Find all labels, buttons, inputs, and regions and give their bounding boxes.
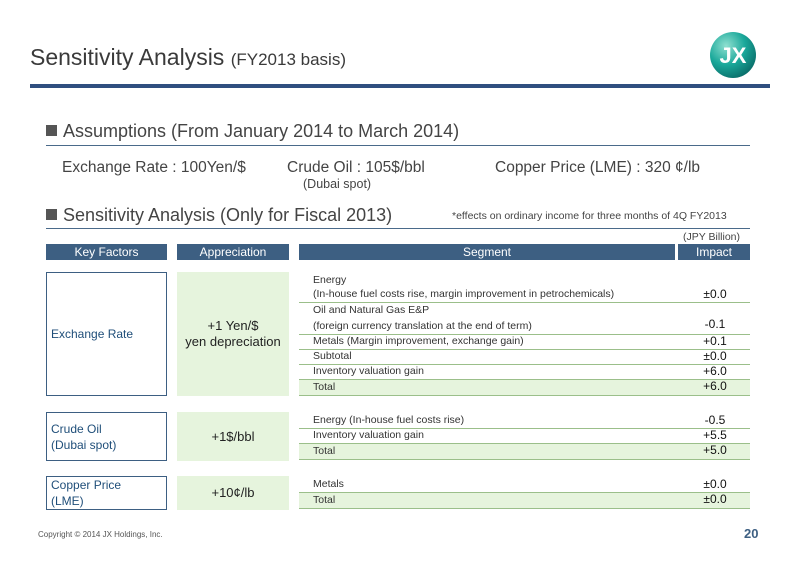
table-row: (In-house fuel costs rise, margin improv… [299,287,750,303]
table-row: Metals ±0.0 [299,477,750,493]
table-row: (foreign currency translation at the end… [299,317,750,335]
page-title-sub: (FY2013 basis) [230,50,346,69]
square-bullet-icon [46,125,57,136]
crude-oil-assumption: Crude Oil : 105$/bbl [287,159,425,176]
copper-price-assumption: Copper Price (LME) : 320 ¢/lb [495,159,701,176]
key-factor-crude-oil: Crude Oil (Dubai spot) [46,412,167,461]
table-row: Energy (In-house fuel costs rise) -0.5 [299,413,750,429]
table-row: Inventory valuation gain +6.0 [299,364,750,380]
sensitivity-note: *effects on ordinary income for three mo… [452,210,727,222]
key-factor-copper-price: Copper Price (LME) [46,476,167,510]
title-divider [30,84,770,88]
logo-text: JX [720,43,747,68]
sensitivity-heading: Sensitivity Analysis (Only for Fiscal 20… [46,205,392,226]
header-segment: Segment [299,244,675,260]
segment-group-crude-oil: Energy (In-house fuel costs rise) -0.5 In… [299,412,750,461]
key-factor-exchange-rate: Exchange Rate [46,272,167,396]
page-title-main: Sensitivity Analysis [30,44,225,70]
appreciation-copper-price: +10¢/lb [177,476,289,510]
page-number: 20 [744,526,759,541]
header-impact: Impact [678,244,750,260]
page-title: Sensitivity Analysis (FY2013 basis) [30,44,346,71]
table-row-total: Total +6.0 [299,379,750,396]
jx-logo-icon: JX [708,30,758,80]
assumptions-heading: Assumptions (From January 2014 to March … [46,121,459,142]
exchange-rate-assumption: Exchange Rate : 100Yen/$ [62,159,246,176]
table-row-total: Total ±0.0 [299,492,750,509]
table-row: Subtotal ±0.0 [299,349,750,365]
header-key-factors: Key Factors [46,244,167,260]
segment-group-exchange-rate: Energy (In-house fuel costs rise, margin… [299,272,750,396]
header-appreciation: Appreciation [177,244,289,260]
unit-label: (JPY Billion) [683,231,740,243]
appreciation-crude-oil: +1$/bbl [177,412,289,461]
table-row-total: Total +5.0 [299,443,750,460]
table-row: Inventory valuation gain +5.5 [299,428,750,444]
copyright: Copyright © 2014 JX Holdings, Inc. [38,530,163,539]
crude-oil-note: (Dubai spot) [303,177,372,191]
assumptions-rule [46,145,750,146]
square-bullet-icon [46,209,57,220]
sensitivity-rule [46,228,750,229]
segment-group-copper-price: Metals ±0.0 Total ±0.0 [299,476,750,510]
table-row: Metals (Margin improvement, exchange gai… [299,334,750,350]
appreciation-exchange-rate: +1 Yen/$ yen depreciation [177,272,289,396]
table-row: Energy [313,274,347,286]
table-row: Oil and Natural Gas E&P [313,304,430,316]
